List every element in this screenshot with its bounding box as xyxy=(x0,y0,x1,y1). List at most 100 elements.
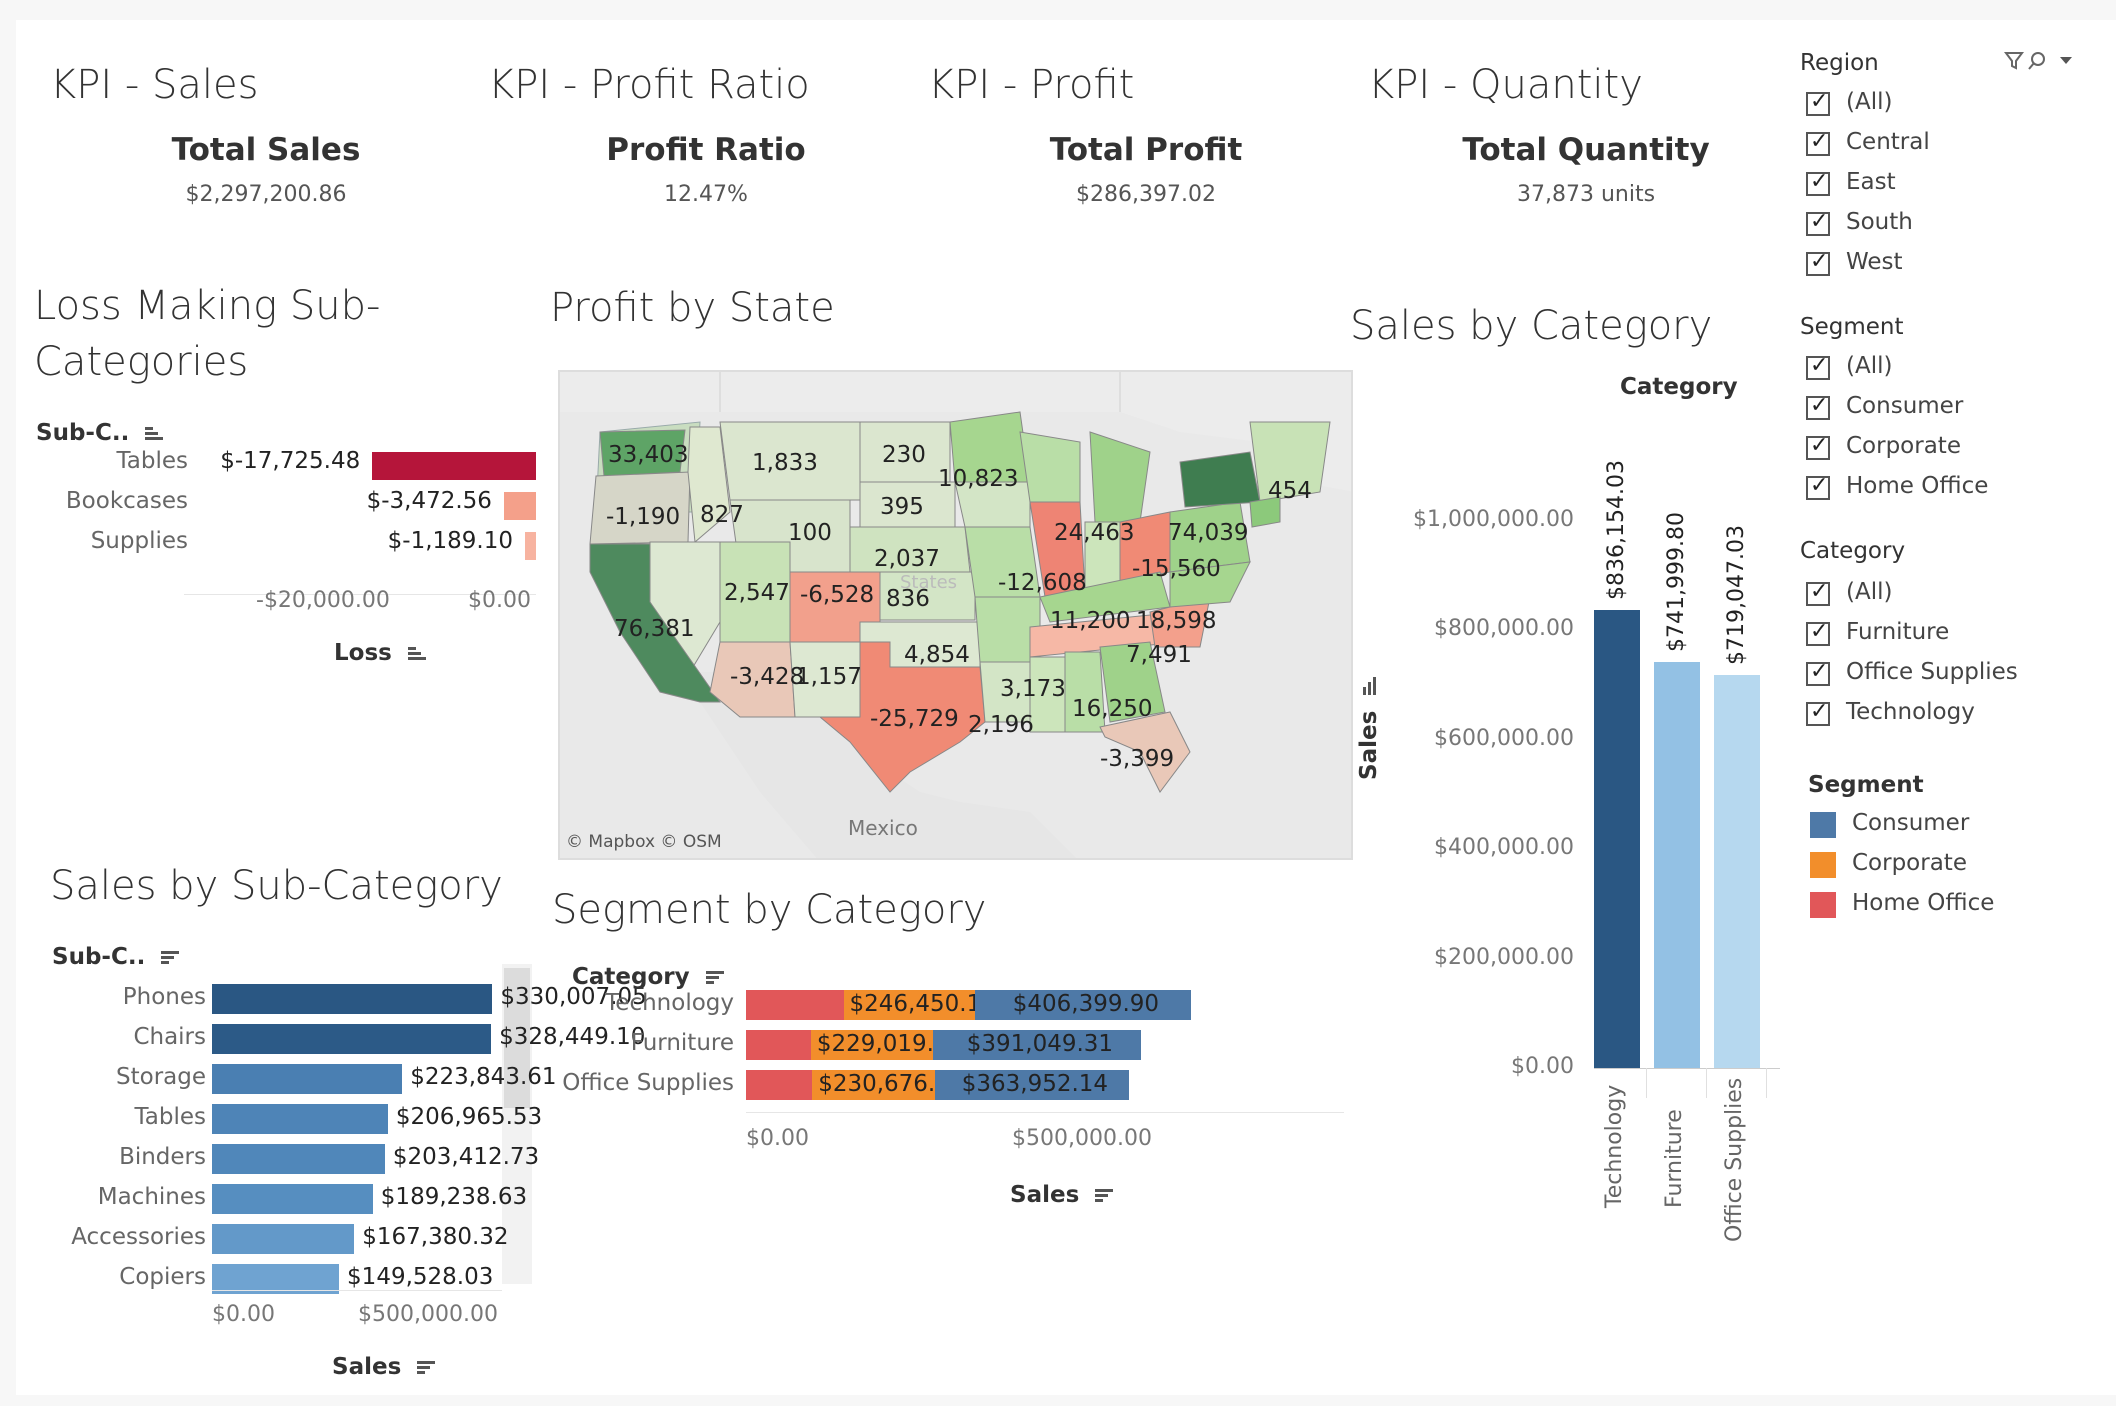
subcat-row-label: Tables xyxy=(134,1104,206,1130)
filter-option[interactable]: (All) xyxy=(1806,579,2086,612)
legend-label[interactable]: Home Office xyxy=(1852,890,1995,916)
legend-swatch[interactable] xyxy=(1810,852,1836,878)
subcat-bar[interactable] xyxy=(212,984,493,1014)
map-attribution[interactable]: © Mapbox © OSM xyxy=(566,832,722,852)
subcat-scrollbar[interactable] xyxy=(502,964,532,1284)
filter-option[interactable]: Consumer xyxy=(1806,393,2086,426)
state-label: 76,381 xyxy=(614,616,695,642)
loss-value-label: $-3,472.56 xyxy=(366,488,492,514)
checkbox[interactable] xyxy=(1806,659,1830,686)
checkbox[interactable] xyxy=(1806,393,1830,420)
subcat-axis-title[interactable]: Sales xyxy=(332,1354,436,1380)
loss-bar[interactable] xyxy=(372,452,536,480)
sort-icon[interactable] xyxy=(705,970,724,985)
category-bar[interactable] xyxy=(1714,674,1760,1068)
kpi-quantity-title: KPI - Quantity xyxy=(1368,62,1643,108)
sort-icon[interactable] xyxy=(407,646,426,661)
loss-row-label: Tables xyxy=(116,448,188,474)
sort-icon[interactable] xyxy=(1095,1188,1114,1203)
loss-bar[interactable] xyxy=(503,492,536,520)
loss-bar[interactable] xyxy=(525,532,536,560)
filter-option[interactable]: Furniture xyxy=(1806,619,2086,652)
loss-header[interactable]: Sub-C.. xyxy=(36,420,164,446)
checkbox[interactable] xyxy=(1806,169,1830,196)
filter-option[interactable]: Home Office xyxy=(1806,473,2086,506)
segment-axis-title[interactable]: Sales xyxy=(1010,1182,1114,1208)
segment-bar-consumer[interactable] xyxy=(974,990,1191,1020)
checkbox[interactable] xyxy=(1806,209,1830,236)
filter-option[interactable]: (All) xyxy=(1806,89,2086,122)
segment-bar-corporate[interactable] xyxy=(812,1070,935,1100)
subcat-row-label: Accessories xyxy=(71,1224,206,1250)
sort-icon[interactable] xyxy=(1362,676,1377,695)
segment-bar-corporate[interactable] xyxy=(810,1030,933,1060)
scrollbar-thumb[interactable] xyxy=(504,968,530,1108)
checkbox[interactable] xyxy=(1806,249,1830,276)
category-tick-label: Technology xyxy=(1602,1084,1627,1208)
state-label: 74,039 xyxy=(1168,520,1249,546)
checkbox[interactable] xyxy=(1806,579,1830,606)
segment-consumer-label: $391,049.31 xyxy=(966,1031,1114,1057)
segment-bar-consumer[interactable] xyxy=(934,1070,1129,1100)
subcat-bar[interactable] xyxy=(212,1144,385,1174)
subcat-row-label: Phones xyxy=(122,984,206,1010)
loss-axis-title[interactable]: Loss xyxy=(334,640,426,666)
segment-bar-home-office[interactable] xyxy=(746,1030,811,1060)
legend-label[interactable]: Consumer xyxy=(1852,810,1970,836)
subcat-row-label: Copiers xyxy=(119,1264,206,1290)
checkbox[interactable] xyxy=(1806,619,1830,646)
filter-option[interactable]: Technology xyxy=(1806,699,2086,732)
kpi-quantity-label: Total Quantity xyxy=(1462,132,1710,168)
segment-axis-line xyxy=(746,1112,1344,1113)
segment-bar-consumer[interactable] xyxy=(932,1030,1141,1060)
checkbox[interactable] xyxy=(1806,433,1830,460)
sort-icon[interactable] xyxy=(145,426,164,441)
checkbox[interactable] xyxy=(1806,129,1830,156)
subcat-value-label: $149,528.03 xyxy=(347,1264,494,1290)
filter-option[interactable]: West xyxy=(1806,249,2086,282)
subcat-bar[interactable] xyxy=(212,1024,492,1054)
subcat-bar[interactable] xyxy=(212,1264,340,1294)
filter-tools-icon[interactable] xyxy=(2004,50,2084,72)
segment-header[interactable]: Category xyxy=(572,964,724,990)
subcat-bar[interactable] xyxy=(212,1184,373,1214)
category-bar[interactable] xyxy=(1654,661,1700,1068)
filter-option[interactable]: South xyxy=(1806,209,2086,242)
subcat-tick-0: $0.00 xyxy=(212,1302,275,1327)
filter-option[interactable]: Office Supplies xyxy=(1806,659,2086,692)
checkbox[interactable] xyxy=(1806,699,1830,726)
filter-option-label: Technology xyxy=(1846,699,1975,725)
state-label: -15,560 xyxy=(1132,556,1221,582)
segment-bar-home-office[interactable] xyxy=(746,1070,813,1100)
loss-value-label: $-1,189.10 xyxy=(387,528,514,554)
sort-icon[interactable] xyxy=(417,1360,436,1375)
filter-option[interactable]: East xyxy=(1806,169,2086,202)
profit-map[interactable]: 33,403 1,833 230 10,823 454 -1,190 827 3… xyxy=(558,370,1353,860)
kpi-sales-title: KPI - Sales xyxy=(50,62,259,108)
checkbox[interactable] xyxy=(1806,473,1830,500)
checkbox[interactable] xyxy=(1806,353,1830,380)
state-label: -25,729 xyxy=(870,706,959,732)
checkbox[interactable] xyxy=(1806,89,1830,116)
subcat-bar[interactable] xyxy=(212,1064,403,1094)
filter-option[interactable]: Central xyxy=(1806,129,2086,162)
subcat-bar[interactable] xyxy=(212,1104,388,1134)
filter-option[interactable]: Corporate xyxy=(1806,433,2086,466)
subcat-bar[interactable] xyxy=(212,1224,355,1254)
segment-bar-home-office[interactable] xyxy=(746,990,844,1020)
category-bar[interactable] xyxy=(1594,610,1640,1068)
subcat-value-label: $223,843.61 xyxy=(410,1064,557,1090)
state-label: 836 xyxy=(886,586,930,612)
category-header[interactable]: Category xyxy=(1620,374,1738,400)
sort-icon[interactable] xyxy=(161,950,180,965)
segment-bar-corporate[interactable] xyxy=(843,990,975,1020)
subcat-header[interactable]: Sub-C.. xyxy=(52,944,180,970)
filter-option[interactable]: (All) xyxy=(1806,353,2086,386)
kpi-quantity-value: 37,873 units xyxy=(1516,182,1656,207)
legend-swatch[interactable] xyxy=(1810,812,1836,838)
legend-label[interactable]: Corporate xyxy=(1852,850,1967,876)
state-label: 11,200 xyxy=(1050,608,1131,634)
subcat-chart-title: Sales by Sub-Category xyxy=(50,863,503,909)
category-axis-title[interactable]: Sales xyxy=(1356,676,1382,780)
legend-swatch[interactable] xyxy=(1810,892,1836,918)
